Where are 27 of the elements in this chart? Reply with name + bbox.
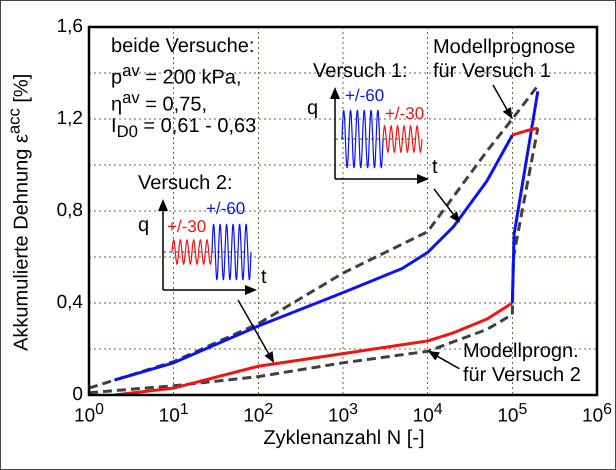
y-tick-label: 1,6 xyxy=(56,16,83,38)
annotation: +/-30 xyxy=(385,104,424,124)
y-tick-label: 1,2 xyxy=(56,108,83,130)
annotation: +/-60 xyxy=(345,86,384,106)
annotation: beide Versuche: xyxy=(111,34,254,58)
y-tick-label: 0,4 xyxy=(56,292,84,314)
annotation: q xyxy=(307,96,318,120)
annotation: p$^{av}$ = 200 kPa, xyxy=(111,61,242,90)
x-tick-label: 10$^{3}$ xyxy=(327,401,359,428)
annotation: +/-60 xyxy=(206,199,246,220)
annotation: +/-30 xyxy=(167,217,206,238)
x-tick-label: 10$^{6}$ xyxy=(581,401,613,428)
annotation: η$^{av}$ = 0,75, xyxy=(111,88,207,117)
x-tick-label: 10$^{5}$ xyxy=(496,401,528,428)
annotation: q xyxy=(138,213,150,237)
y-tick-label: 0,8 xyxy=(56,200,83,222)
x-tick-label: 10$^{1}$ xyxy=(158,401,190,428)
annotation: I$_{D0}$ = 0,61 - 0,63 xyxy=(111,115,256,142)
annotation: Modellprogn. für Versuch 2 xyxy=(463,339,582,387)
annotation: Versuch 2: xyxy=(138,171,233,195)
annotation: t xyxy=(261,265,267,289)
annotation: t xyxy=(432,155,438,179)
x-tick-label: 10$^{2}$ xyxy=(242,401,274,428)
annotation: Modellprognose für Versuch 1 xyxy=(433,35,576,83)
x-axis-title: Zyklenanzahl N [-] xyxy=(262,427,426,450)
x-tick-label: 10$^{4}$ xyxy=(412,401,444,428)
annotation: Versuch 1: xyxy=(313,59,408,83)
